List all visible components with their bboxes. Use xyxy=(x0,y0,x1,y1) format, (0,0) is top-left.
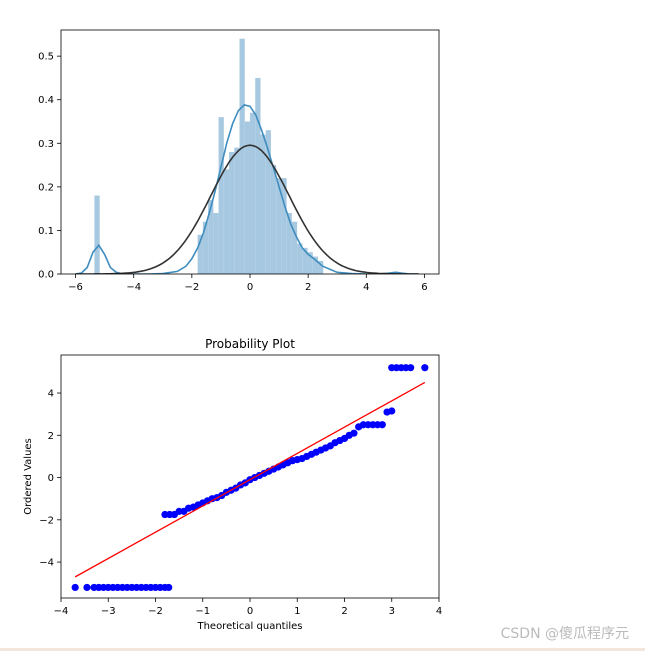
histogram-bar xyxy=(312,256,319,274)
normal-fit-line xyxy=(75,144,419,274)
x-tick-label: 6 xyxy=(421,282,427,293)
histogram-bar xyxy=(255,77,261,274)
y-tick-label: 0 xyxy=(48,473,54,484)
data-point xyxy=(165,583,173,592)
histogram-bar xyxy=(297,243,303,274)
x-tick-label: 4 xyxy=(363,282,369,293)
histogram-bar xyxy=(302,247,308,274)
y-tick-label: 4 xyxy=(48,389,54,400)
bottom-strip xyxy=(0,648,645,651)
plot-area xyxy=(71,364,429,592)
y-tick-label: −4 xyxy=(39,558,54,569)
x-tick-label: −6 xyxy=(68,282,83,293)
y-tick-label: −2 xyxy=(39,515,54,526)
y-tick-label: 2 xyxy=(48,431,54,442)
y-tick-label: 0.5 xyxy=(38,52,54,63)
y-tick-label: 0.0 xyxy=(38,270,54,281)
probability-plot: −4 −3 −2 −1 0 1 2 3 4 −4 −2 0 2 4 Probability Plot Theo… xyxy=(23,337,442,632)
histogram-bar xyxy=(223,169,230,274)
x-tick-label: −4 xyxy=(126,282,141,293)
histogram-bar xyxy=(229,152,235,274)
histogram-bar xyxy=(208,199,214,274)
histogram-bar xyxy=(276,178,282,274)
x-tick-label: 4 xyxy=(436,606,442,617)
data-point xyxy=(407,364,415,372)
histogram-bar xyxy=(213,213,219,274)
histogram-bar xyxy=(244,121,250,274)
histogram-bar xyxy=(281,178,287,274)
y-tick-label: 0.3 xyxy=(38,139,54,150)
histogram-bar xyxy=(318,260,324,274)
chart-title: Probability Plot xyxy=(205,337,295,351)
data-point xyxy=(421,364,429,372)
histogram-bar xyxy=(286,213,292,274)
watermark-text: CSDN @傻瓜程序元 xyxy=(500,626,629,642)
x-axis-label: Theoretical quantiles xyxy=(196,621,302,632)
histogram-bar xyxy=(197,234,203,274)
histogram-bar xyxy=(250,112,256,274)
x-tick-label: −4 xyxy=(54,606,69,617)
data-point xyxy=(378,421,386,429)
x-tick-label: −2 xyxy=(148,606,163,617)
histogram-bar xyxy=(270,165,277,274)
histogram-bar xyxy=(291,221,298,274)
x-tick-label: 2 xyxy=(341,606,347,617)
x-tick-label: 2 xyxy=(305,282,311,293)
y-tick-label: 0.4 xyxy=(38,95,54,106)
data-point xyxy=(350,429,358,437)
histogram-bar xyxy=(239,38,245,274)
y-tick-label: 0.2 xyxy=(38,182,54,193)
histogram-bar xyxy=(234,147,240,274)
x-tick-label: 3 xyxy=(389,606,395,617)
x-tick-label: 1 xyxy=(294,606,300,617)
histogram-bar xyxy=(265,130,271,274)
x-tick-label: 0 xyxy=(247,606,253,617)
histogram-bar xyxy=(202,221,209,274)
data-point xyxy=(388,407,396,415)
y-tick-label: 0.1 xyxy=(38,226,54,237)
x-tick-label: −2 xyxy=(184,282,199,293)
axes-frame xyxy=(60,354,440,599)
histogram-bar xyxy=(218,117,224,274)
histogram-bar xyxy=(260,134,266,274)
y-axis-label: Ordered Values xyxy=(23,438,34,515)
x-tick-label: −3 xyxy=(101,606,116,617)
distribution-plot: −6 −4 −2 0 2 4 6 0.0 0.1 0.2 0.3 0.4 0.5 xyxy=(38,29,440,293)
fit-line xyxy=(74,381,426,578)
x-tick-label: 0 xyxy=(247,282,253,293)
plot-area xyxy=(75,38,419,274)
x-tick-label: −1 xyxy=(195,606,210,617)
histogram-bar xyxy=(307,252,313,274)
data-point xyxy=(71,583,79,592)
histogram-bar xyxy=(94,195,100,274)
axes-frame xyxy=(60,29,440,275)
data-point xyxy=(83,583,91,592)
